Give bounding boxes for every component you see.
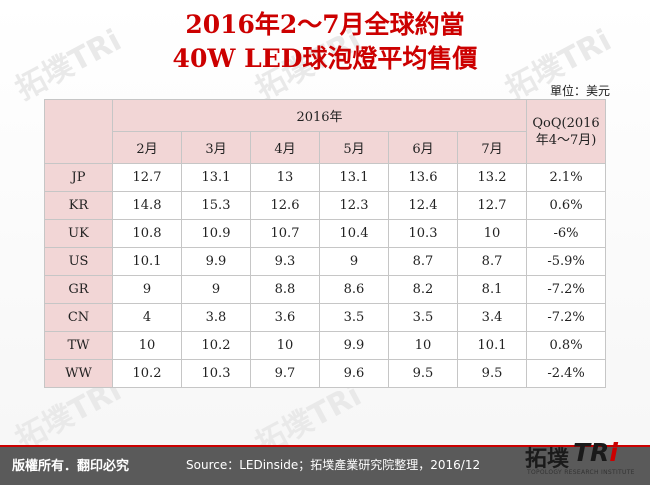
copyright-text: 版權所有．翻印必究 [12, 459, 130, 474]
price-cell: 10.2 [181, 331, 251, 360]
qoq-cell: 0.8% [526, 331, 607, 360]
price-cell: 12.6 [250, 191, 320, 220]
table-row: UK 10.8 10.9 10.7 10.4 10.3 10 -6% [44, 219, 607, 248]
month-header: 2月 [112, 131, 182, 164]
price-cell: 9 [112, 275, 182, 304]
region-label: TW [44, 331, 113, 360]
table-row: JP 12.7 13.1 13 13.1 13.6 13.2 2.1% [44, 163, 607, 192]
price-cell: 3.6 [250, 303, 320, 332]
region-label: KR [44, 191, 113, 220]
table-row: US 10.1 9.9 9.3 9 8.7 8.7 -5.9% [44, 247, 607, 276]
qoq-cell: -7.2% [526, 275, 607, 304]
price-cell: 15.3 [181, 191, 251, 220]
month-header: 7月 [456, 131, 528, 164]
table-corner-cell [44, 99, 113, 164]
price-cell: 10.7 [250, 219, 320, 248]
price-cell: 13 [250, 163, 320, 192]
month-header: 3月 [181, 131, 251, 164]
price-cell: 12.4 [388, 191, 458, 220]
footer-accent-line [0, 445, 650, 448]
price-cell: 10.3 [388, 219, 458, 248]
price-cell: 10.9 [181, 219, 251, 248]
qoq-cell: 2.1% [526, 163, 607, 192]
price-cell: 10 [456, 219, 528, 248]
table-row: TW 10 10.2 10 9.9 10 10.1 0.8% [44, 331, 607, 360]
price-cell: 13.2 [456, 163, 528, 192]
price-cell: 10.1 [112, 247, 182, 276]
month-header: 6月 [388, 131, 458, 164]
price-cell: 3.5 [388, 303, 458, 332]
table-row: GR 9 9 8.8 8.6 8.2 8.1 -7.2% [44, 275, 607, 304]
price-cell: 4 [112, 303, 182, 332]
qoq-cell: 0.6% [526, 191, 607, 220]
source-text: Source：LEDinside；拓墣產業研究院整理，2016/12 [186, 458, 481, 472]
price-cell: 9.7 [250, 359, 320, 388]
month-header: 4月 [250, 131, 320, 164]
price-cell: 3.4 [456, 303, 528, 332]
title-line-1: 2016年2～7月全球約當 [185, 10, 465, 39]
price-cell: 12.7 [456, 191, 528, 220]
table-row: KR 14.8 15.3 12.6 12.3 12.4 12.7 0.6% [44, 191, 607, 220]
price-cell: 8.2 [388, 275, 458, 304]
qoq-cell: -7.2% [526, 303, 607, 332]
price-cell: 9.5 [388, 359, 458, 388]
price-cell: 10.2 [112, 359, 182, 388]
price-cell: 9.9 [319, 331, 389, 360]
price-cell: 8.1 [456, 275, 528, 304]
price-cell: 8.7 [388, 247, 458, 276]
price-cell: 9.3 [250, 247, 320, 276]
region-label: US [44, 247, 113, 276]
footer-bar [0, 447, 650, 485]
region-label: CN [44, 303, 113, 332]
table-row: CN 4 3.8 3.6 3.5 3.5 3.4 -7.2% [44, 303, 607, 332]
price-table: 2016年 QoQ(2016年4～7月) 2月 3月 4月 5月 6月 7月 JP 12.7… [44, 99, 607, 388]
price-cell: 3.5 [319, 303, 389, 332]
price-cell: 10 [388, 331, 458, 360]
region-label: JP [44, 163, 113, 192]
price-cell: 9 [319, 247, 389, 276]
price-cell: 10.3 [181, 359, 251, 388]
price-cell: 10.1 [456, 331, 528, 360]
price-cell: 13.1 [319, 163, 389, 192]
price-cell: 9 [181, 275, 251, 304]
region-label: GR [44, 275, 113, 304]
price-cell: 3.8 [181, 303, 251, 332]
price-cell: 13.1 [181, 163, 251, 192]
price-cell: 12.7 [112, 163, 182, 192]
region-label: UK [44, 219, 113, 248]
price-cell: 9.9 [181, 247, 251, 276]
qoq-cell: -6% [526, 219, 607, 248]
price-cell: 10.8 [112, 219, 182, 248]
year-header: 2016年 [111, 99, 528, 132]
price-cell: 9.5 [456, 359, 528, 388]
price-cell: 10 [112, 331, 182, 360]
page-title: 2016年2～7月全球約當 40W LED球泡燈平均售價 [0, 8, 650, 76]
price-cell: 8.7 [456, 247, 528, 276]
price-cell: 10 [250, 331, 320, 360]
price-cell: 12.3 [319, 191, 389, 220]
qoq-cell: -2.4% [526, 359, 607, 388]
price-cell: 13.6 [388, 163, 458, 192]
tri-logo: 拓墣 TRi TOPOLOGY RESEARCH INSTITUTE [525, 437, 645, 483]
month-header: 5月 [319, 131, 389, 164]
logo-english-name: TRi [573, 438, 618, 467]
price-cell: 8.6 [319, 275, 389, 304]
region-label: WW [44, 359, 113, 388]
price-cell: 10.4 [319, 219, 389, 248]
table-row: WW 10.2 10.3 9.7 9.6 9.5 9.5 -2.4% [44, 359, 607, 388]
logo-chinese-name: 拓墣 [525, 447, 570, 472]
price-cell: 14.8 [112, 191, 182, 220]
unit-label: 單位：美元 [549, 84, 610, 98]
title-line-2: 40W LED球泡燈平均售價 [172, 44, 478, 73]
price-cell: 9.6 [319, 359, 389, 388]
price-cell: 8.8 [250, 275, 320, 304]
qoq-header: QoQ(2016年4～7月) [526, 99, 607, 164]
logo-tagline: TOPOLOGY RESEARCH INSTITUTE [527, 469, 635, 476]
qoq-cell: -5.9% [526, 247, 607, 276]
